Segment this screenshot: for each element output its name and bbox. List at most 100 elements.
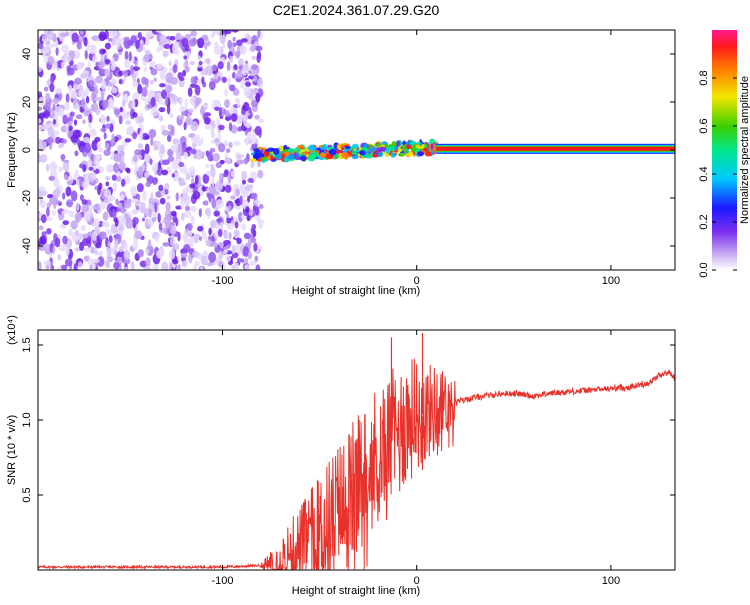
spectrogram-noise-cell <box>184 205 191 212</box>
spectrogram-noise-cell <box>192 190 201 200</box>
spectrogram-noise-cell <box>151 216 157 223</box>
spectrogram-noise-cell <box>74 150 79 157</box>
spectrogram-signal-cell <box>304 146 308 152</box>
spectrogram-noise-cell <box>186 230 193 237</box>
spectrogram-noise-cell <box>96 141 101 150</box>
colorbar-tick-label: 0.6 <box>698 118 710 133</box>
spectrogram-noise-cell <box>128 51 132 62</box>
spectrogram-noise-cell <box>99 201 107 210</box>
spectrogram-noise-cell <box>248 95 255 101</box>
spectrogram-noise-cell <box>184 33 192 40</box>
spectrogram-noise-cell <box>118 161 126 171</box>
spectrogram-noise-cell <box>181 142 187 152</box>
spectrogram-signal-cell <box>343 152 349 160</box>
spectrogram-noise-cell <box>151 164 158 172</box>
spectrogram-noise-cell <box>134 149 142 156</box>
spectrogram-noise-cell <box>127 198 132 204</box>
spectrogram-noise-cell <box>198 208 202 218</box>
spectrogram-noise-cell <box>125 120 131 125</box>
spectrogram-noise-cell <box>38 244 46 251</box>
spectrogram-noise-cell <box>57 254 61 261</box>
spectrogram-noise-cell <box>87 158 93 168</box>
spectrogram-noise-cell <box>79 194 84 201</box>
spectrogram-noise-cell <box>251 64 258 71</box>
spectrogram-noise-cell <box>113 152 122 163</box>
spectrogram-noise-cell <box>78 233 82 240</box>
spectrogram-noise-cell <box>79 30 85 36</box>
spectrogram-noise-cell <box>104 58 111 65</box>
spectrogram-noise-cell <box>212 64 217 72</box>
spectrogram-signal-cell <box>385 147 390 154</box>
spectrogram-noise-cell <box>44 102 51 111</box>
spectrogram-noise-cell <box>102 221 106 227</box>
spectrogram-noise-cell <box>98 182 103 190</box>
spectrogram-noise-cell <box>147 54 153 60</box>
spectrogram-noise-cell <box>238 58 244 66</box>
spectrogram-noise-cell <box>114 218 119 228</box>
spectrogram-noise-cell <box>148 128 157 138</box>
spectrogram-noise-cell <box>118 78 123 85</box>
spectrogram-signal-cell <box>260 156 267 161</box>
spectrogram-signal-cell <box>334 154 339 159</box>
spectrogram-noise-cell <box>223 240 231 245</box>
spectrogram-noise-cell <box>212 30 216 37</box>
spectrogram-noise-cell <box>197 37 205 49</box>
spectrogram-noise-cell <box>122 141 128 147</box>
spectrogram-noise-cell <box>78 89 86 98</box>
spectrogram-noise-cell <box>97 61 105 70</box>
spectrogram-noise-cell <box>101 49 107 54</box>
spectrogram-noise-cell <box>224 157 232 165</box>
spectrogram-noise-cell <box>217 133 222 141</box>
spectrogram-noise-cell <box>255 264 261 270</box>
spectrogram-noise-cell <box>121 70 129 75</box>
spectrogram-noise-cell <box>204 124 212 130</box>
spectrogram-noise-cell <box>119 106 124 113</box>
spectrogram-noise-cell <box>111 37 117 46</box>
spectrogram-noise-cell <box>43 86 49 92</box>
spectrogram-signal-cell <box>345 145 351 150</box>
spectrogram-noise-cell <box>74 77 83 85</box>
spectrogram-noise-cell <box>214 230 219 239</box>
spectrogram-noise-cell <box>116 256 124 265</box>
spectrogram-signal-cell <box>369 147 377 152</box>
spectrogram-noise-cell <box>210 219 217 229</box>
spectrogram-noise-cell <box>59 224 66 229</box>
spectrogram-noise-cell <box>208 227 212 236</box>
spectrogram-noise-cell <box>203 116 211 125</box>
spectrogram-noise-cell <box>212 99 221 105</box>
spectrogram-noise-cell <box>251 55 256 61</box>
spectrogram-noise-cell <box>68 210 75 218</box>
spectrogram-noise-cell <box>181 111 188 117</box>
spectrogram-noise-cell <box>166 166 172 174</box>
spectrogram-ytick-label: 0 <box>21 147 33 153</box>
spectrogram-noise-cell <box>135 205 139 210</box>
spectrogram-xlabel: Height of straight line (km) <box>292 285 420 297</box>
colorbar-gradient <box>712 30 737 270</box>
snr-xlabel: Height of straight line (km) <box>292 585 420 597</box>
spectrogram-signal-cell <box>287 154 295 160</box>
spectrogram-noise-cell <box>193 233 201 241</box>
spectrogram-noise-cell <box>169 35 176 41</box>
spectrogram-noise-cell <box>251 136 257 145</box>
spectrogram-noise-cell <box>108 235 113 243</box>
spectrogram-noise-cell <box>158 107 166 113</box>
spectrogram-signal-cell <box>365 153 371 159</box>
spectrogram-noise-cell <box>170 125 175 136</box>
spectrogram-noise-cell <box>130 64 134 76</box>
spectrogram-noise-cell <box>107 37 113 42</box>
spectrogram-noise-cell <box>187 112 191 119</box>
spectrogram-noise-cell <box>224 116 232 121</box>
snr-frame <box>37 329 676 571</box>
spectrogram-noise-cell <box>124 50 129 61</box>
spectrogram-signal-cell <box>376 143 382 147</box>
spectrogram-noise-cell <box>217 143 226 153</box>
spectrogram-noise-cell <box>162 50 169 58</box>
spectrogram-noise-cell <box>64 31 70 37</box>
spectrogram-noise-cell <box>144 35 150 47</box>
spectrogram-noise-cell <box>47 127 55 137</box>
spectrogram-noise-cell <box>136 116 145 124</box>
snr-ytick-label: 1.5 <box>21 337 33 352</box>
spectrogram-noise-cell <box>110 78 117 85</box>
spectrogram-signal-cell <box>297 145 305 149</box>
spectrogram-signal-cell <box>406 144 412 150</box>
